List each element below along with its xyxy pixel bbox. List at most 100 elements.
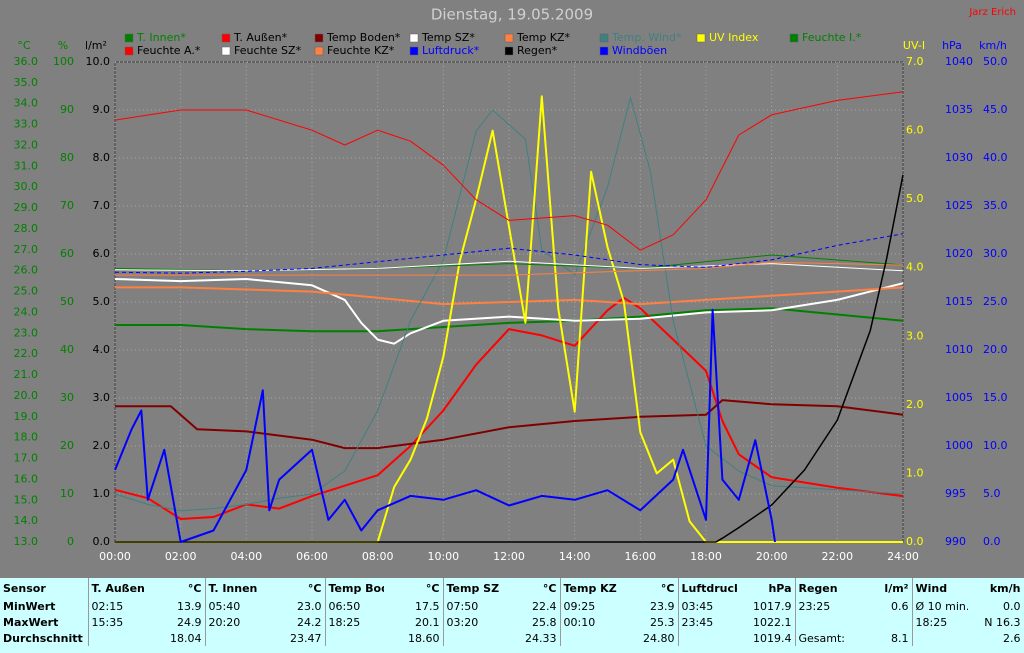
legend-swatch (314, 33, 324, 43)
legend-swatch (221, 33, 231, 43)
y-tick-label: 1.0 (93, 487, 111, 500)
cell-time: 20:20 (208, 615, 241, 629)
axis-label: hPa (942, 39, 962, 52)
y-tick-label: 26.0 (14, 264, 39, 277)
cell-empty (912, 630, 968, 646)
y-tick-label: 29.0 (14, 201, 39, 214)
column-unit: °C (619, 578, 679, 598)
x-tick-label: 06:00 (296, 550, 328, 563)
axis-label: km/h (979, 39, 1007, 52)
column-unit: °C (501, 578, 561, 598)
y-tick-label: 1005 (945, 391, 973, 404)
cell-value: 24.9 (146, 614, 206, 630)
y-tick-label: 8.0 (93, 151, 111, 164)
y-tick-label: 90 (60, 103, 74, 116)
y-tick-label: 36.0 (14, 55, 39, 68)
cell-value: 0.0 (968, 598, 1024, 614)
column-unit: hPa (736, 578, 796, 598)
y-tick-label: 995 (945, 487, 966, 500)
x-tick-label: 00:00 (99, 550, 131, 563)
y-tick-label: 50.0 (983, 55, 1008, 68)
cell-value: 23.9 (619, 598, 679, 614)
column-name: T. Innen (208, 581, 258, 595)
y-tick-label: 33.0 (14, 118, 39, 131)
legend-swatch (124, 33, 134, 43)
chart-title: Dienstag, 19.05.2009 (431, 6, 593, 24)
legend-swatch (599, 46, 609, 56)
series-line (114, 308, 776, 543)
y-tick-label: 13.0 (14, 535, 39, 548)
series-line (114, 278, 904, 345)
legend-swatch (409, 33, 419, 43)
y-tick-label: 0.0 (906, 535, 924, 548)
cell-value: 24.33 (501, 630, 561, 646)
y-tick-label: 5.0 (906, 192, 924, 205)
y-tick-label: 17.0 (14, 452, 39, 465)
legend-swatch (504, 46, 514, 56)
y-tick-label: 19.0 (14, 410, 39, 423)
column-unit: °C (384, 578, 444, 598)
x-tick-label: 24:00 (887, 550, 919, 563)
y-tick-label: 28.0 (14, 222, 39, 235)
author: Jarz Erich (968, 7, 1016, 18)
legend-label: Temp KZ* (516, 31, 571, 44)
legend-label: T. Außen* (233, 31, 288, 44)
stats-row: MaxWert 15:35 24.9 20:20 24.2 18:25 20.1 03:20 2… (0, 614, 1024, 630)
cell-time: Gesamt: (798, 631, 846, 645)
legend-label: Regen* (517, 44, 558, 57)
cell-empty (853, 614, 913, 630)
y-tick-label: 25.0 (14, 285, 39, 298)
stats-row: Durchschnitt 18.04 23.47 18.60 24.33 24.80 101… (0, 630, 1024, 646)
y-tick-label: 6.0 (906, 124, 924, 137)
cell-time: 00:10 (563, 615, 596, 629)
y-tick-label: 3.0 (93, 391, 111, 404)
y-tick-label: 7.0 (93, 199, 111, 212)
x-tick-label: 12:00 (493, 550, 525, 563)
axis-label: UV-I (903, 39, 925, 52)
y-tick-label: 0 (67, 535, 74, 548)
chart: Dienstag, 19.05.2009 Jarz Erich °C 13.0 14… (14, 6, 1017, 564)
y-tick-label: 3.0 (906, 329, 924, 342)
legend-swatch (599, 33, 609, 43)
y-tick-label: 1030 (945, 151, 973, 164)
column-name: T. Außen (91, 581, 145, 595)
y-tick-label: 24.0 (14, 305, 39, 318)
cell-value: 1019.4 (736, 630, 796, 646)
y-tick-label: 30 (60, 391, 74, 404)
y-tick-label: 70 (60, 199, 74, 212)
cell-value: 25.8 (501, 614, 561, 630)
stats-row: MinWert 02:15 13.9 05:40 23.0 06:50 17.5 07:50 2… (0, 598, 1024, 614)
y-tick-label: 5.0 (983, 487, 1001, 500)
y-tick-label: 1020 (945, 247, 973, 260)
legend-swatch (124, 46, 134, 56)
cell-time: 18:25 (328, 615, 361, 629)
legend-swatch (789, 33, 799, 43)
legend-label: Windböen (612, 44, 667, 57)
y-tick-label: 4.0 (93, 343, 111, 356)
column-name: Temp Boden (328, 581, 385, 595)
cell-value: 25.3 (619, 614, 679, 630)
legend-label: T. Innen* (136, 31, 186, 44)
y-tick-label: 16.0 (14, 472, 39, 485)
y-tick-label: 6.0 (93, 247, 111, 260)
y-tick-label: 100 (53, 55, 74, 68)
cell-empty (443, 630, 502, 646)
column-unit: km/h (968, 578, 1024, 598)
y-tick-label: 20 (60, 439, 74, 452)
column-unit: °C (146, 578, 206, 598)
cell-time: 02:15 (91, 599, 124, 613)
y-tick-label: 14.0 (14, 514, 39, 527)
cell-empty (88, 630, 147, 646)
row-label: MinWert (0, 598, 89, 614)
legend-label: UV Index (709, 31, 759, 44)
cell-value: 20.1 (384, 614, 444, 630)
y-tick-label: 21.0 (14, 368, 39, 381)
series-line (114, 97, 904, 512)
legend-swatch (314, 46, 324, 56)
y-tick-label: 30.0 (983, 247, 1008, 260)
y-tick-label: 4.0 (906, 261, 924, 274)
y-tick-label: 1025 (945, 199, 973, 212)
x-tick-label: 16:00 (624, 550, 656, 563)
